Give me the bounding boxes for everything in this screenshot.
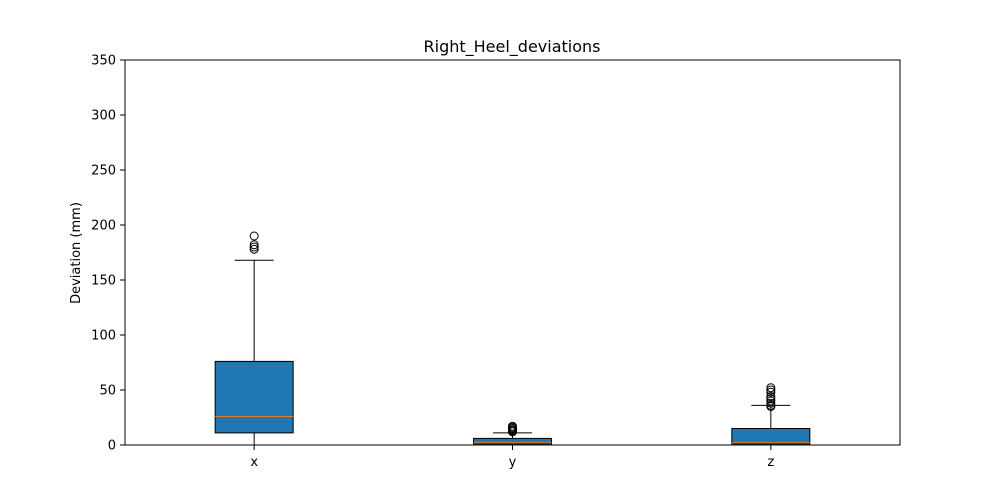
y-tick-label: 300 [91,109,116,124]
y-tick-label: 150 [91,274,116,289]
outlier-point [508,421,517,431]
outlier-point [766,385,776,395]
outlier-point [766,387,776,397]
outlier-point [766,396,776,406]
chart-title: Right_Heel_deviations [424,37,601,57]
box-z [731,428,811,445]
outlier-point [766,398,776,408]
x-tick-label: x [250,455,258,470]
y-axis-label: Deviation (mm) [69,202,84,304]
outlier-point [766,383,776,393]
x-tick-label: y [509,455,517,470]
y-tick-label: 0 [108,439,116,454]
y-tick-label: 200 [91,219,116,234]
outlier-point [766,400,776,410]
y-tick-label: 250 [91,164,116,179]
plot-area: 0 50 100 150 200 250 300 350 x y z [91,54,811,470]
y-tick-label: 100 [91,329,116,344]
outlier-point [249,244,259,254]
box-x [214,360,294,434]
x-tick-label: z [767,455,774,470]
outlier-point [249,240,259,250]
y-tick-label: 350 [91,54,116,69]
y-tick-label: 50 [99,384,116,399]
outlier-point [249,242,259,252]
plot-frame [124,59,901,446]
box-y [473,437,552,445]
outlier-point [766,392,776,402]
outlier-point [249,231,259,241]
outlier-point [766,394,776,404]
